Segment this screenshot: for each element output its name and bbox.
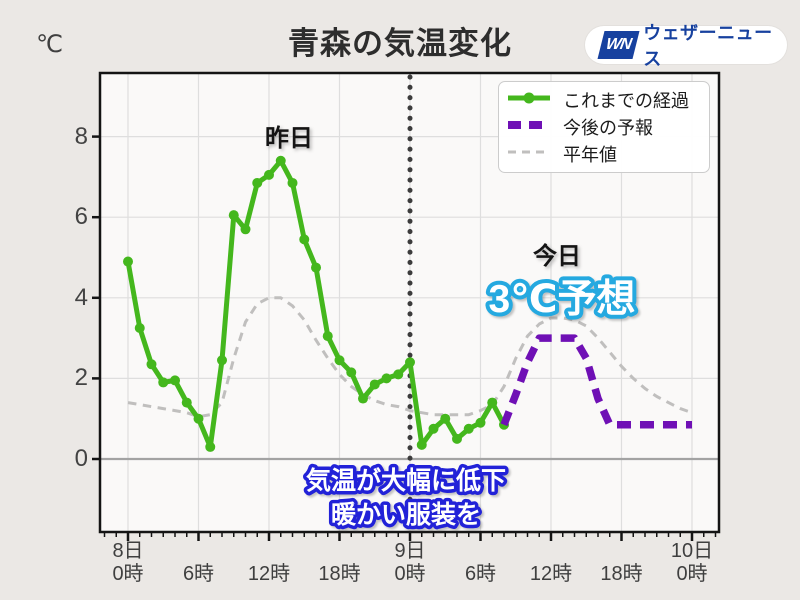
legend-past-line-icon (506, 91, 552, 109)
x-tick-hour: 18時 (600, 563, 643, 585)
x-tick-label: 6時 (465, 540, 496, 586)
x-tick-hour: 0時 (394, 563, 426, 585)
x-tick-label: 18時 (318, 540, 360, 586)
legend-forecast-line-icon (506, 118, 552, 136)
data-point-marker (416, 439, 427, 450)
x-tick-day (465, 540, 496, 563)
x-tick-hour: 6時 (464, 563, 497, 585)
data-point-marker (346, 367, 357, 378)
x-tick-day: 10日 (670, 540, 714, 562)
data-point-marker (452, 433, 462, 444)
data-point-marker (475, 417, 486, 428)
x-tick-hour: 6時 (182, 563, 215, 585)
page-title: 青森の気温変化 (288, 26, 512, 61)
x-tick-hour: 0時 (112, 563, 144, 585)
data-point-marker (334, 355, 345, 366)
warning-line-1: 気温が大幅に低下 (306, 466, 506, 495)
data-point-marker (322, 331, 333, 342)
series-line (500, 334, 692, 429)
y-axis-unit-label: ℃ (36, 31, 63, 58)
label-yesterday: 昨日 (265, 125, 313, 152)
data-point-marker (358, 393, 368, 404)
legend-label: 今後の予報 (563, 117, 653, 138)
x-tick-day (530, 540, 572, 563)
label-today: 今日 (533, 243, 581, 270)
data-point-marker (217, 355, 227, 366)
legend: これまでの経過 今後の予報平年値 (498, 81, 710, 173)
logo-brand-text: ウェザーニュース (643, 23, 773, 69)
data-point-marker (299, 234, 310, 245)
data-point-marker (134, 323, 145, 334)
x-tick-day: 9日 (394, 540, 426, 562)
x-tick-hour: 0時 (676, 563, 708, 585)
y-tick-label: 8 (74, 122, 88, 150)
x-tick-label: 18時 (600, 540, 642, 586)
x-tick-label: 10日 0時 (671, 540, 713, 586)
y-tick-label: 4 (74, 283, 88, 311)
data-point-marker (311, 262, 321, 273)
x-tick-day (600, 540, 642, 563)
x-tick-label: 12時 (248, 540, 290, 586)
legend-label: これまでの経過 (563, 91, 689, 112)
data-point-marker (440, 413, 451, 424)
x-tick-day (183, 540, 214, 563)
series-forecast (500, 334, 692, 429)
x-tick-label: 12時 (530, 540, 572, 586)
data-point-marker (264, 169, 274, 180)
x-tick-day: 8日 (112, 540, 144, 562)
x-tick-hour: 12時 (247, 563, 291, 585)
legend-label: 平年値 (563, 144, 617, 165)
legend-item-normal: 平年値 (506, 141, 709, 167)
y-tick-label: 2 (74, 364, 88, 392)
data-point-marker (146, 359, 157, 370)
data-point-marker (381, 373, 392, 384)
legend-item-past: これまでの経過 (506, 87, 709, 113)
forecast-callout-text: 3℃予想 (489, 278, 636, 321)
gridlines (100, 73, 719, 532)
axis-tick-marks (92, 135, 717, 541)
data-point-marker (170, 375, 180, 386)
x-tick-hour: 18時 (318, 563, 361, 585)
data-point-marker (228, 210, 239, 221)
data-point-marker (405, 357, 415, 368)
data-point-marker (487, 397, 498, 408)
warning-line-2: 暖かい服装を (331, 501, 481, 529)
x-tick-day (318, 540, 360, 563)
y-tick-label: 6 (74, 203, 88, 231)
legend-item-forecast: 今後の予報 (506, 114, 709, 140)
x-tick-label: 6時 (183, 540, 214, 586)
data-point-marker (205, 441, 216, 452)
data-point-marker (252, 177, 263, 188)
x-tick-label: 9日 0時 (394, 540, 425, 586)
series-line (127, 296, 693, 419)
x-tick-day (248, 540, 290, 563)
legend-normal-line-icon (506, 145, 552, 163)
data-point-marker (428, 423, 439, 434)
data-point-marker (181, 397, 192, 408)
y-tick-label: 0 (74, 445, 88, 472)
x-tick-hour: 12時 (529, 563, 573, 585)
series-normal (127, 296, 693, 419)
data-point-marker (193, 413, 204, 424)
data-point-marker (123, 256, 133, 267)
data-point-marker (287, 177, 298, 188)
forecast-callout: 3℃予想 (485, 274, 640, 325)
weathernews-logo: WN ウェザーニュース (585, 23, 787, 69)
data-point-marker (158, 377, 169, 388)
data-point-marker (463, 423, 474, 434)
warning-banner: 気温が大幅に低下 暖かい服装を (302, 463, 509, 533)
data-point-marker (369, 379, 380, 390)
data-point-marker (393, 369, 404, 380)
data-point-marker (240, 224, 251, 235)
series-past (123, 155, 509, 452)
x-tick-label: 8日 0時 (112, 540, 143, 586)
data-point-marker (275, 155, 286, 166)
